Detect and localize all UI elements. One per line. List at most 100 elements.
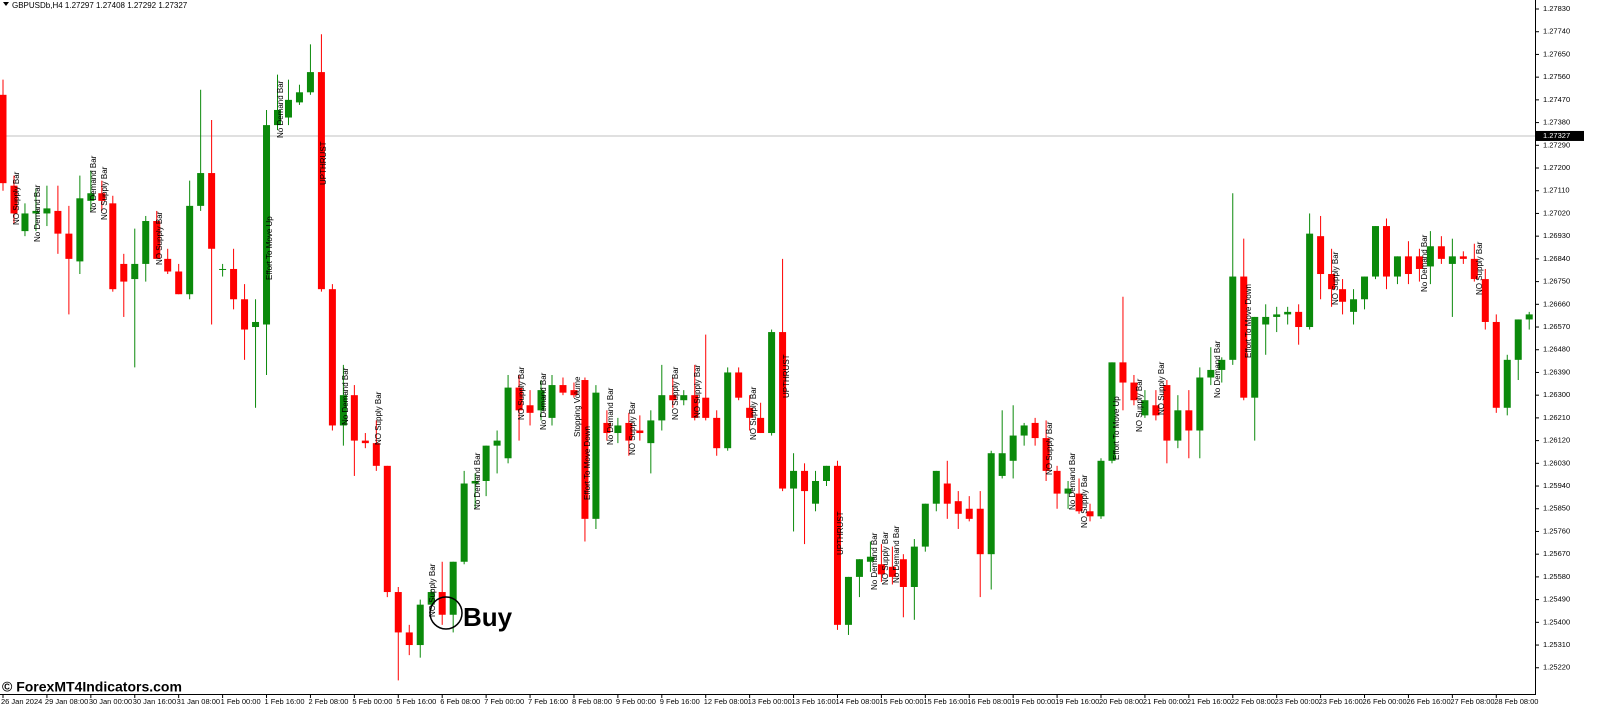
candle-body [669, 395, 677, 401]
x-tick-label: 31 Jan 08:00 [177, 697, 220, 706]
x-tick-label: 13 Feb 16:00 [792, 697, 836, 706]
candle-body [965, 508, 973, 519]
y-tick-label: 1.27830 [1543, 4, 1570, 13]
y-tick-label: 1.27020 [1543, 208, 1570, 217]
candle-body [910, 546, 918, 587]
x-tick-label: 16 Feb 08:00 [967, 697, 1011, 706]
candle-body [833, 465, 841, 625]
watermark: © ForexMT4Indicators.com [2, 679, 182, 695]
x-tick-label: 30 Jan 00:00 [89, 697, 132, 706]
candle-body [515, 387, 523, 411]
bar-annotation: No Demand Bar [1068, 452, 1077, 510]
candle-body [32, 210, 40, 214]
candle-body [1262, 316, 1270, 325]
candle-body [1251, 316, 1259, 398]
x-tick-label: 28 Feb 08:00 [1494, 697, 1538, 706]
y-tick-label: 1.27200 [1543, 163, 1570, 172]
candle-body [1196, 377, 1204, 431]
bar-annotation: NO Supply Bar [1135, 378, 1144, 432]
candle-body [1437, 246, 1445, 259]
candle-body [526, 405, 534, 413]
candle-body [1328, 274, 1336, 290]
candle-body [10, 185, 18, 214]
bar-annotation: NO Supply Bar [374, 391, 383, 445]
candle-body [954, 501, 962, 514]
bar-annotation: Effort To Move Down [583, 426, 592, 500]
candle-body [1361, 276, 1369, 300]
y-tick-label: 1.26300 [1543, 390, 1570, 399]
candle-body [219, 268, 227, 270]
candle-body [746, 407, 754, 418]
candle-body [427, 592, 435, 605]
candle-body [844, 576, 852, 625]
bar-annotation: No Demand Bar [473, 452, 482, 510]
bar-annotation: NO Supply Bar [428, 563, 437, 617]
bar-annotation: NO Supply Bar [1080, 474, 1089, 528]
x-tick-label: 21 Feb 16:00 [1187, 697, 1231, 706]
bar-annotation: NO Supply Bar [100, 166, 109, 220]
x-tick-label: 19 Feb 00:00 [1011, 697, 1055, 706]
bar-annotation: NO Supply Bar [671, 366, 680, 420]
bar-annotation: No Demand Bar [89, 155, 98, 213]
y-tick-label: 1.25580 [1543, 572, 1570, 581]
candle-body [1240, 276, 1248, 398]
candle-body [416, 604, 424, 646]
y-tick-label: 1.25490 [1543, 595, 1570, 604]
x-tick-label: 1 Feb 00:00 [221, 697, 261, 706]
x-tick-label: 19 Feb 16:00 [1055, 697, 1099, 706]
candle-body [274, 109, 281, 126]
candle-body [1339, 289, 1347, 302]
bar-annotation: No Demand Bar [870, 532, 879, 590]
candle-body [1273, 314, 1281, 317]
candle-body [559, 385, 567, 393]
candle-body [713, 417, 721, 449]
y-tick-label: 1.27290 [1543, 140, 1570, 149]
candle-body [328, 289, 336, 426]
candle-body [592, 392, 600, 519]
candle-body [888, 566, 896, 577]
x-tick-label: 27 Feb 08:00 [1450, 697, 1494, 706]
candle-body [1009, 435, 1017, 461]
candle-body [1306, 233, 1314, 328]
candle-body [976, 508, 984, 555]
x-tick-label: 21 Feb 00:00 [1143, 697, 1187, 706]
candle-body [482, 445, 490, 481]
candle-body [1119, 362, 1127, 383]
y-tick-label: 1.27560 [1543, 72, 1570, 81]
candle-body [1042, 438, 1050, 471]
candle-body [109, 203, 117, 290]
candle-body [899, 559, 907, 587]
candle-body [855, 559, 863, 577]
candle-body [812, 480, 820, 504]
candle-body [1350, 299, 1358, 312]
candle-body [394, 592, 402, 633]
candle-body [735, 372, 743, 398]
y-tick-label: 1.26030 [1543, 458, 1570, 467]
signal-circle [429, 596, 463, 630]
y-tick-label: 1.25400 [1543, 617, 1570, 626]
candle-body [1448, 256, 1456, 264]
candle-body [1086, 511, 1094, 517]
candle-body [1174, 410, 1182, 441]
x-tick-label: 23 Feb 00:00 [1275, 697, 1319, 706]
candle-body [658, 395, 666, 421]
candle-body [43, 208, 51, 214]
bar-annotation: Stopping Volume [573, 376, 582, 437]
candle-body [438, 592, 446, 615]
x-tick-label: 12 Feb 08:00 [704, 697, 748, 706]
x-tick-label: 5 Feb 16:00 [396, 697, 436, 706]
candle-body [460, 483, 468, 562]
candle-body [87, 193, 95, 201]
bar-annotation: Effort To Move Up [1112, 396, 1121, 460]
candle-body [449, 561, 457, 615]
bar-annotation: NO Supply Bar [693, 364, 702, 418]
candle-body [131, 263, 139, 280]
chart-title: GBPUSDb,H4 1.27297 1.27408 1.27292 1.273… [12, 1, 188, 10]
candle-body [208, 173, 216, 249]
x-tick-label: 13 Feb 00:00 [748, 697, 792, 706]
y-tick-label: 1.26840 [1543, 254, 1570, 263]
candle-body [142, 221, 150, 264]
